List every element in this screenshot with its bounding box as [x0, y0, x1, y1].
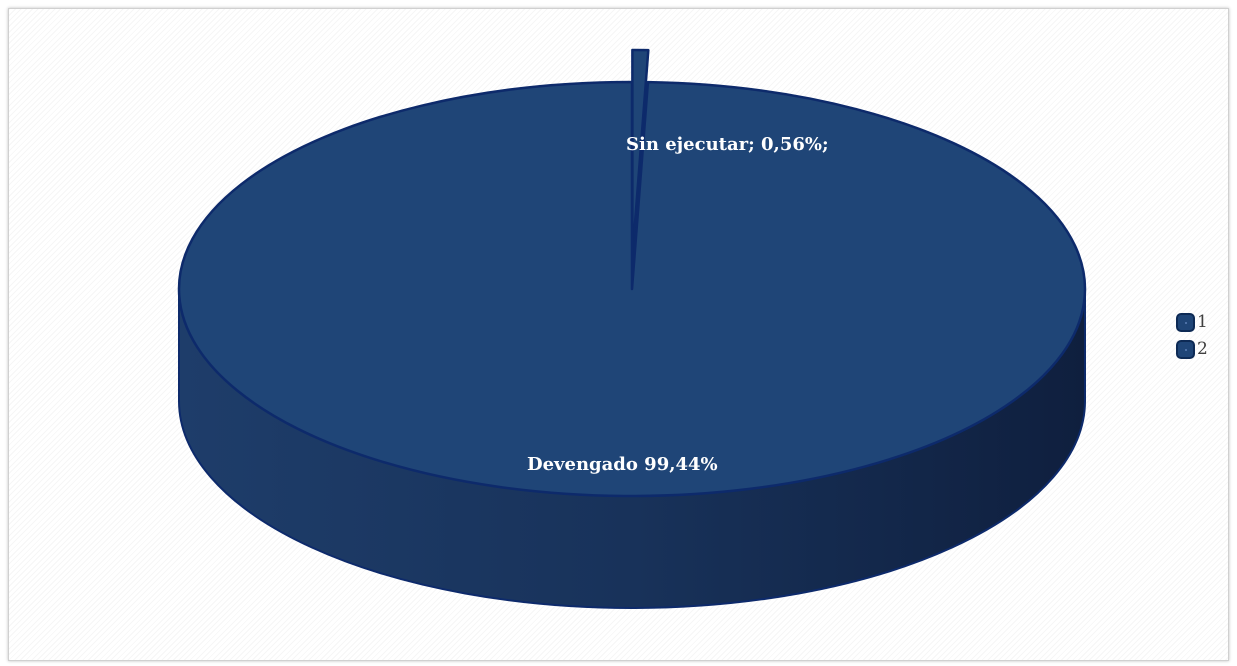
legend-item-1: 1: [1176, 310, 1208, 334]
legend-label-2: 2: [1197, 339, 1208, 359]
legend-label-1: 1: [1197, 312, 1208, 332]
legend-swatch-1: [1176, 312, 1195, 332]
pie-slice-devengado: [177, 80, 1087, 498]
pie-slice-sin-ejecutar: [631, 48, 650, 259]
slice-label-devengado: Devengado 99,44%: [527, 454, 718, 475]
slice-label-sin-ejecutar: Sin ejecutar; 0,56%;: [626, 134, 829, 155]
legend-item-2: 2: [1176, 337, 1208, 361]
legend-swatch-2: [1176, 339, 1195, 359]
legend: 1 2: [1176, 310, 1208, 364]
